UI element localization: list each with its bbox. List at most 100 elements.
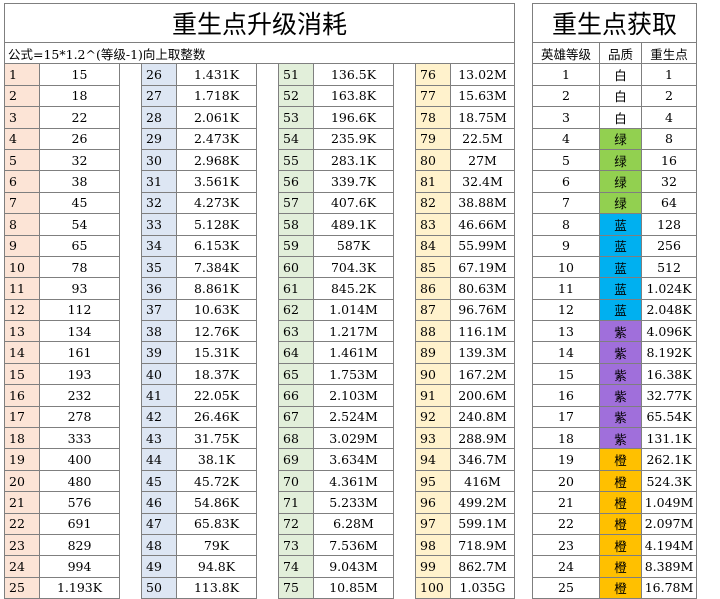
table-row: 10 78 35 7.384K 60 704.3K 85 67.19M 10 蓝 512 bbox=[4, 255, 697, 279]
cost-cell: 7.536M bbox=[313, 533, 394, 557]
level-cell: 62 bbox=[278, 298, 314, 322]
level-cell: 1 bbox=[4, 63, 40, 86]
level-cell: 14 bbox=[4, 341, 40, 364]
cost-cell: 5.233M bbox=[313, 491, 394, 514]
table-row: 11 93 36 8.861K 61 845.2K 86 80.63M 11 蓝 1.024K bbox=[4, 277, 697, 300]
level-cell: 92 bbox=[415, 405, 451, 429]
rebirth-points-cell: 1 bbox=[641, 63, 697, 86]
cost-cell: 13.02M bbox=[450, 63, 515, 86]
rebirth-points-cell: 1.049M bbox=[641, 491, 697, 514]
level-cell: 26 bbox=[141, 63, 177, 86]
rebirth-points-cell: 8.389M bbox=[641, 555, 697, 578]
level-cell: 34 bbox=[141, 234, 177, 257]
cost-cell: 339.7K bbox=[313, 170, 394, 193]
level-cell: 22 bbox=[4, 512, 40, 535]
level-cell: 15 bbox=[4, 362, 40, 386]
cost-cell: 96.76M bbox=[450, 298, 515, 322]
cost-cell: 136.5K bbox=[313, 63, 394, 86]
cost-cell: 10.85M bbox=[313, 576, 394, 599]
cost-cell: 6.153K bbox=[176, 234, 257, 257]
table-row: 15 193 40 18.37K 65 1.753M 90 167.2M 15 紫 16.38K bbox=[4, 362, 697, 386]
rebirth-points-cell: 128 bbox=[641, 213, 697, 236]
spreadsheet: 重生点升级消耗 重生点获取 公式=15*1.2^(等级-1)向上取整数 英雄等级… bbox=[4, 3, 697, 599]
cost-cell: 283.1K bbox=[313, 148, 394, 172]
level-cell: 86 bbox=[415, 277, 451, 300]
cost-cell: 288.9M bbox=[450, 427, 515, 450]
level-cell: 53 bbox=[278, 106, 314, 129]
level-cell: 97 bbox=[415, 512, 451, 535]
rebirth-points-cell: 64 bbox=[641, 191, 697, 215]
level-cell: 90 bbox=[415, 362, 451, 386]
level-cell: 77 bbox=[415, 84, 451, 108]
cost-cell: 54 bbox=[39, 213, 120, 236]
cost-cell: 31.75K bbox=[176, 427, 257, 450]
level-cell: 23 bbox=[4, 533, 40, 557]
cost-cell: 3.561K bbox=[176, 170, 257, 193]
rebirth-points-cell: 8.192K bbox=[641, 341, 697, 364]
left-title: 重生点升级消耗 bbox=[4, 3, 515, 43]
cost-cell: 704.3K bbox=[313, 255, 394, 279]
hero-level-cell: 8 bbox=[532, 213, 600, 236]
cost-cell: 45.72K bbox=[176, 469, 257, 493]
quality-cell: 绿 bbox=[599, 148, 642, 172]
rebirth-points-cell: 32.77K bbox=[641, 384, 697, 407]
hero-level-cell: 18 bbox=[532, 427, 600, 450]
cost-cell: 22 bbox=[39, 106, 120, 129]
level-cell: 54 bbox=[278, 127, 314, 150]
cost-cell: 2.524M bbox=[313, 405, 394, 429]
cost-cell: 278 bbox=[39, 405, 120, 429]
rebirth-points-cell: 2.097M bbox=[641, 512, 697, 535]
table-row: 21 576 46 54.86K 71 5.233M 96 499.2M 21 橙 1.049M bbox=[4, 491, 697, 514]
cost-cell: 93 bbox=[39, 277, 120, 300]
level-cell: 13 bbox=[4, 320, 40, 343]
cost-cell: 134 bbox=[39, 320, 120, 343]
cost-cell: 1.035G bbox=[450, 576, 515, 599]
cost-cell: 2.061K bbox=[176, 106, 257, 129]
rebirth-points-cell: 524.3K bbox=[641, 469, 697, 493]
hero-level-cell: 15 bbox=[532, 362, 600, 386]
cost-cell: 489.1K bbox=[313, 213, 394, 236]
level-cell: 10 bbox=[4, 255, 40, 279]
cost-cell: 32.4M bbox=[450, 170, 515, 193]
level-cell: 32 bbox=[141, 191, 177, 215]
rebirth-points-cell: 16.78M bbox=[641, 576, 697, 599]
level-cell: 68 bbox=[278, 427, 314, 450]
cost-cell: 333 bbox=[39, 427, 120, 450]
level-cell: 88 bbox=[415, 320, 451, 343]
cost-cell: 38.1K bbox=[176, 448, 257, 471]
quality-cell: 橙 bbox=[599, 469, 642, 493]
quality-cell: 绿 bbox=[599, 170, 642, 193]
cost-cell: 112 bbox=[39, 298, 120, 322]
table-row: 7 45 32 4.273K 57 407.6K 82 38.88M 7 绿 64 bbox=[4, 191, 697, 215]
cost-cell: 3.634M bbox=[313, 448, 394, 471]
level-cell: 36 bbox=[141, 277, 177, 300]
table-row: 9 65 34 6.153K 59 587K 84 55.99M 9 蓝 256 bbox=[4, 234, 697, 257]
hero-level-cell: 12 bbox=[532, 298, 600, 322]
quality-cell: 蓝 bbox=[599, 277, 642, 300]
cost-cell: 4.361M bbox=[313, 469, 394, 493]
cost-cell: 196.6K bbox=[313, 106, 394, 129]
hero-level-cell: 2 bbox=[532, 84, 600, 108]
quality-cell: 紫 bbox=[599, 341, 642, 364]
cost-cell: 480 bbox=[39, 469, 120, 493]
cost-cell: 240.8M bbox=[450, 405, 515, 429]
hero-level-cell: 5 bbox=[532, 148, 600, 172]
level-cell: 76 bbox=[415, 63, 451, 86]
quality-cell: 紫 bbox=[599, 384, 642, 407]
level-cell: 83 bbox=[415, 213, 451, 236]
level-cell: 44 bbox=[141, 448, 177, 471]
cost-cell: 6.28M bbox=[313, 512, 394, 535]
rebirth-points-cell: 32 bbox=[641, 170, 697, 193]
level-cell: 51 bbox=[278, 63, 314, 86]
quality-cell: 蓝 bbox=[599, 298, 642, 322]
cost-cell: 167.2M bbox=[450, 362, 515, 386]
quality-cell: 紫 bbox=[599, 362, 642, 386]
level-cell: 33 bbox=[141, 213, 177, 236]
formula-text: 公式=15*1.2^(等级-1)向上取整数 bbox=[4, 41, 515, 65]
cost-cell: 845.2K bbox=[313, 277, 394, 300]
level-cell: 78 bbox=[415, 106, 451, 129]
level-cell: 20 bbox=[4, 469, 40, 493]
level-cell: 49 bbox=[141, 555, 177, 578]
level-cell: 43 bbox=[141, 427, 177, 450]
table-row: 5 32 30 2.968K 55 283.1K 80 27M 5 绿 16 bbox=[4, 148, 697, 172]
